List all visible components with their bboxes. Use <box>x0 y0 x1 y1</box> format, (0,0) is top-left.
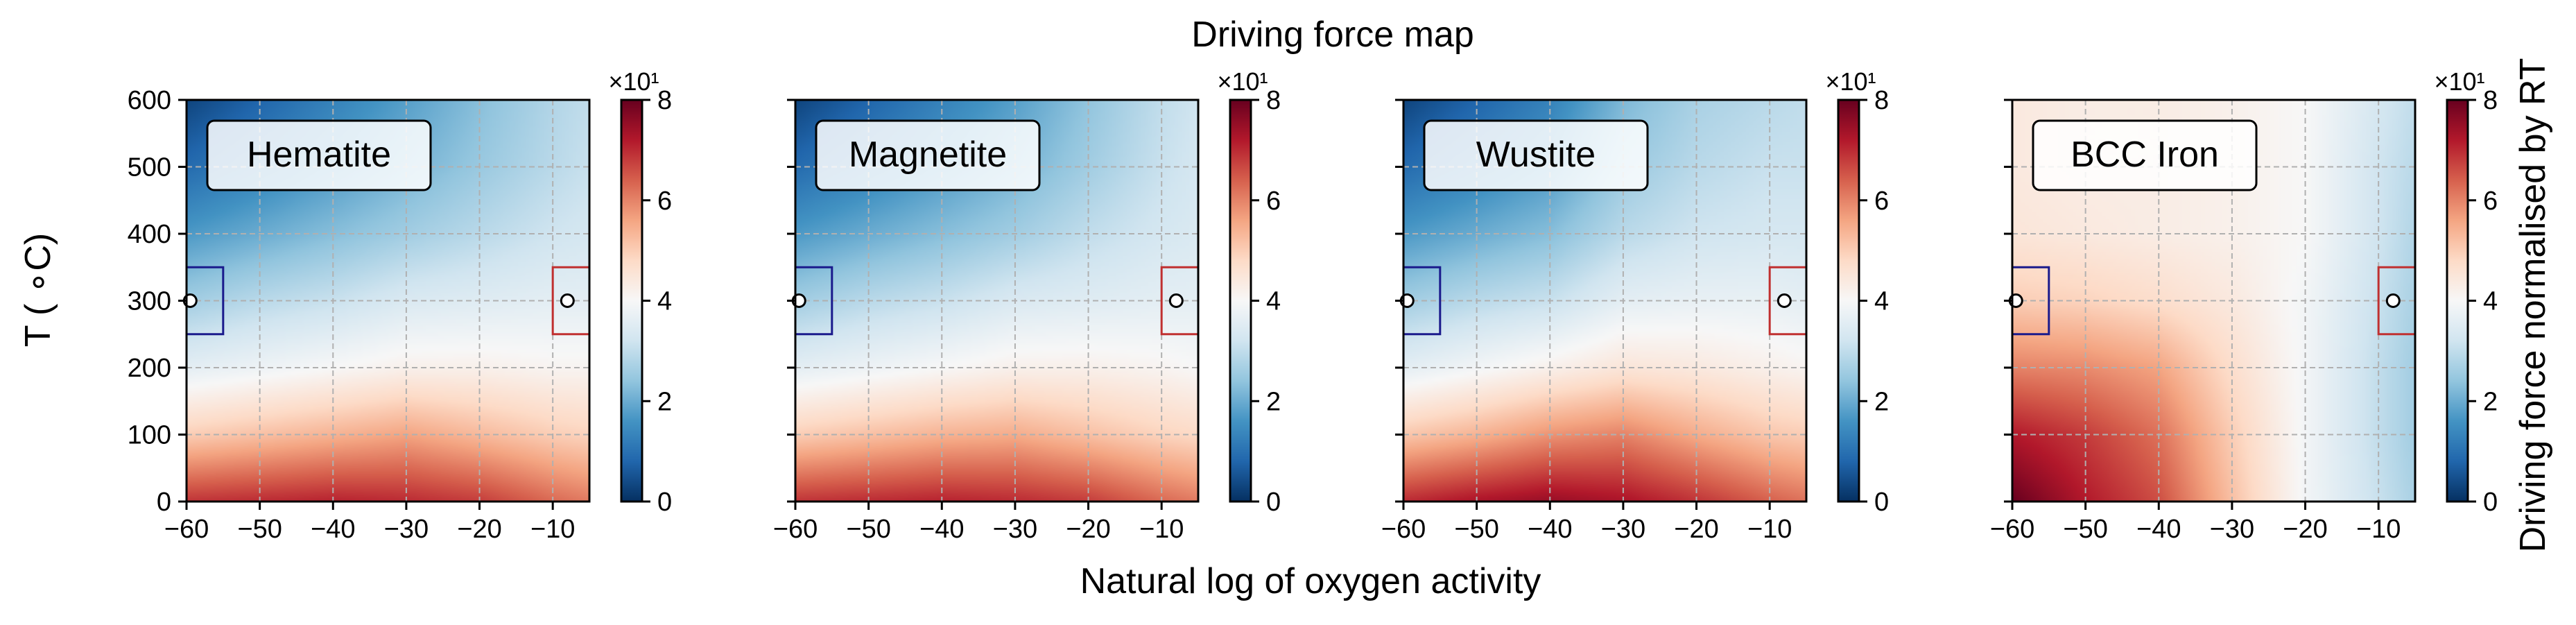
colorbar-tick-label: 6 <box>657 187 672 216</box>
y-tick-label: 400 <box>128 220 171 249</box>
figure-title: Driving force map <box>1191 15 1473 55</box>
colorbar-tick-label: 2 <box>1874 387 1889 416</box>
y-tick-label: 100 <box>128 421 171 450</box>
colorbar-tick-label: 6 <box>1874 187 1889 216</box>
x-axis-label: Natural log of oxygen activity <box>1080 561 1541 601</box>
colorbar: 0 2 4 6 8×10¹ <box>1217 67 1281 517</box>
x-tick-label: −60 <box>773 515 818 544</box>
y-tick-label: 600 <box>128 86 171 115</box>
panel-title-box: Magnetite <box>815 119 1041 191</box>
x-tick-label: −50 <box>237 515 282 544</box>
x-tick-label: −20 <box>457 515 501 544</box>
colorbar-tick-label: 0 <box>1874 488 1889 517</box>
x-tick-label: −60 <box>1990 515 2034 544</box>
data-point <box>560 293 575 308</box>
x-tick-label: −40 <box>311 515 355 544</box>
colorbar: 0 2 4 6 8×10¹ <box>608 67 672 517</box>
colorbar-tick-label: 4 <box>657 287 672 316</box>
data-point <box>1168 293 1184 308</box>
x-tick-label: −60 <box>1381 515 1426 544</box>
panel-hematite: −60 −50 −40 −30 −20 −10 0 100 200 300 400 500 600 Hem… <box>128 67 673 544</box>
colorbar-exponent: ×10¹ <box>2434 67 2484 96</box>
panel-magnetite: −60 −50 −40 −30 −20 −10 Magnetite 0 2 4 6 8×10¹ <box>773 67 1281 544</box>
x-tick-label: −20 <box>1674 515 1718 544</box>
colorbar-tick-label: 8 <box>1266 86 1281 115</box>
y-axis-label: T ( ∘C) <box>18 233 58 347</box>
colorbar-tick-label: 4 <box>1874 287 1889 316</box>
x-tick-label: −50 <box>1454 515 1498 544</box>
colorbar-tick-label: 6 <box>1266 187 1281 216</box>
colorbar: 0 2 4 6 8×10¹ <box>2434 67 2498 517</box>
panel-wustite: −60 −50 −40 −30 −20 −10 Wustite 0 2 4 6 8×10¹ <box>1381 67 1889 544</box>
x-tick-label: −10 <box>530 515 575 544</box>
colorbar-tick-label: 2 <box>657 387 672 416</box>
panel-bcc-iron: −60 −50 −40 −30 −20 −10 BCC Iron 0 2 4 6 8×10¹ <box>1990 67 2498 544</box>
panel-title: BCC Iron <box>2071 135 2219 175</box>
x-tick-label: −30 <box>384 515 429 544</box>
x-tick-label: −60 <box>164 515 209 544</box>
colorbar-tick-label: 0 <box>2483 488 2498 517</box>
colorbar: 0 2 4 6 8×10¹ <box>1825 67 1889 517</box>
colorbar-exponent: ×10¹ <box>1825 67 1876 96</box>
colorbar-exponent: ×10¹ <box>1217 67 1268 96</box>
x-tick-label: −30 <box>993 515 1037 544</box>
x-tick-label: −10 <box>2356 515 2401 544</box>
colorbar-tick-label: 8 <box>1874 86 1889 115</box>
y-tick-label: 200 <box>128 354 171 383</box>
y-tick-label: 300 <box>128 287 171 316</box>
colorbar-tick-label: 2 <box>1266 387 1281 416</box>
colorbar-tick-label: 2 <box>2483 387 2498 416</box>
colorbar-tick-label: 4 <box>2483 287 2498 316</box>
colorbar-tick-label: 8 <box>2483 86 2498 115</box>
colorbar-tick-label: 0 <box>1266 488 1281 517</box>
x-tick-label: −20 <box>1066 515 1110 544</box>
panel-title: Hematite <box>247 135 391 175</box>
x-tick-label: −30 <box>2210 515 2254 544</box>
panel-title-box: Hematite <box>206 119 432 191</box>
x-tick-label: −40 <box>919 515 964 544</box>
x-tick-label: −50 <box>2063 515 2107 544</box>
data-point <box>2385 293 2401 308</box>
y-tick-label: 0 <box>157 488 171 517</box>
panel-title-box: BCC Iron <box>2032 119 2258 191</box>
panel-title: Wustite <box>1476 135 1596 175</box>
x-tick-label: −30 <box>1601 515 1645 544</box>
x-tick-label: −40 <box>1528 515 1572 544</box>
y-tick-label: 500 <box>128 153 171 182</box>
colorbar-tick-label: 6 <box>2483 187 2498 216</box>
panel-title-box: Wustite <box>1423 119 1649 191</box>
x-tick-label: −20 <box>2283 515 2327 544</box>
data-point <box>1777 293 1792 308</box>
panel-title: Magnetite <box>849 135 1007 175</box>
x-tick-label: −10 <box>1747 515 1792 544</box>
x-tick-label: −50 <box>846 515 890 544</box>
colorbar-exponent: ×10¹ <box>608 67 659 96</box>
colorbar-label: Driving force normalised by RT <box>2513 58 2553 553</box>
panels: −60 −50 −40 −30 −20 −100100200300400500600Hem… <box>128 67 2498 544</box>
x-tick-label: −10 <box>1139 515 1184 544</box>
colorbar-tick-label: 0 <box>657 488 672 517</box>
colorbar-tick-label: 8 <box>657 86 672 115</box>
x-tick-label: −40 <box>2136 515 2181 544</box>
colorbar-tick-label: 4 <box>1266 287 1281 316</box>
